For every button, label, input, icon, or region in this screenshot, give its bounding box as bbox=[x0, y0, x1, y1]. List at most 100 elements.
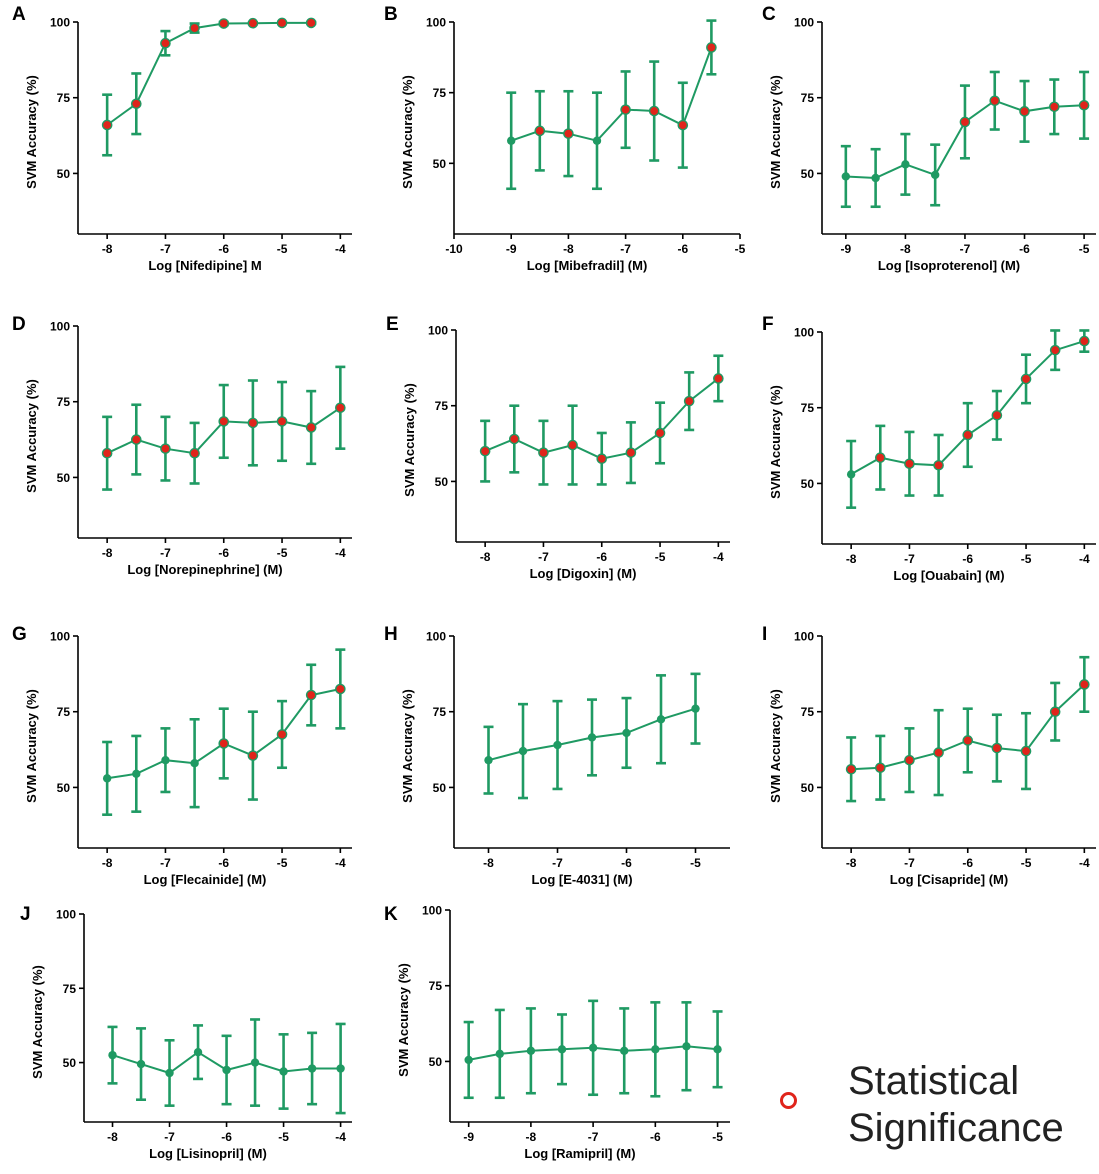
panel-h: H 50 75 100 -8 -7 -6 -5 Log [E-4031] (M) SVM Accu… bbox=[384, 624, 730, 887]
panel-letter: K bbox=[384, 904, 398, 925]
x-axis-label: Log [Ouabain] (M) bbox=[893, 568, 1004, 583]
x-tick-label: -5 bbox=[277, 242, 288, 256]
data-point-significant bbox=[247, 417, 259, 429]
data-point bbox=[622, 728, 631, 738]
x-tick-label: -4 bbox=[335, 856, 346, 870]
x-tick-label: -8 bbox=[480, 550, 491, 564]
data-point-significant bbox=[1020, 745, 1032, 757]
x-axis-label: Log [Digoxin] (M) bbox=[530, 566, 637, 581]
y-axis-label: SVM Accuracy (%) bbox=[24, 379, 39, 493]
y-tick-label: 100 bbox=[50, 320, 70, 334]
x-tick-label: -5 bbox=[278, 1130, 289, 1144]
y-tick-label: 100 bbox=[50, 16, 70, 30]
x-tick-label: -6 bbox=[221, 1130, 232, 1144]
x-tick-label: -7 bbox=[960, 242, 971, 256]
y-tick-label: 75 bbox=[435, 399, 449, 413]
panel-g: G 50 75 100 -8 -7 -6 -5 -4 Log [Flecainide] (M) SV… bbox=[12, 624, 352, 887]
data-point-significant bbox=[276, 17, 288, 29]
panel-letter: B bbox=[384, 4, 398, 25]
panel-f: F 50 75 100 -8 -7 -6 -5 -4 Log [Ouabain] (M) SVM A… bbox=[762, 314, 1096, 583]
data-point bbox=[930, 170, 940, 180]
y-tick-label: 75 bbox=[57, 91, 71, 105]
panel-letter: I bbox=[762, 624, 767, 645]
data-point bbox=[161, 755, 170, 765]
panel-i: I 50 75 100 -8 -7 -6 -5 -4 Log [Cisapride] (M) SVM… bbox=[762, 624, 1096, 887]
y-tick-label: 100 bbox=[50, 630, 70, 644]
data-point-significant bbox=[845, 763, 857, 775]
data-point-significant bbox=[479, 445, 491, 457]
x-tick-label: -4 bbox=[1079, 552, 1090, 566]
data-point-significant bbox=[160, 37, 171, 49]
x-tick-label: -5 bbox=[277, 856, 288, 870]
x-tick-label: -9 bbox=[463, 1130, 474, 1144]
data-point-significant bbox=[101, 447, 113, 459]
x-tick-label: -4 bbox=[335, 1130, 346, 1144]
data-point bbox=[222, 1065, 231, 1075]
x-tick-label: -8 bbox=[563, 242, 574, 256]
legend-label-line1: Statistical bbox=[848, 1059, 1020, 1103]
data-point-significant bbox=[567, 439, 578, 451]
data-point-significant bbox=[1079, 679, 1090, 690]
x-tick-label: -6 bbox=[650, 1130, 661, 1144]
x-tick-label: -7 bbox=[164, 1130, 175, 1144]
panel-letter: F bbox=[762, 314, 774, 335]
data-point-significant bbox=[625, 447, 637, 458]
data-point-significant bbox=[160, 443, 171, 454]
data-point bbox=[656, 715, 666, 724]
x-tick-label: -5 bbox=[1021, 552, 1032, 566]
x-axis-label: Log [E-4031] (M) bbox=[531, 872, 632, 887]
y-tick-label: 75 bbox=[433, 705, 447, 719]
x-axis-label: Log [Nifedipine] M bbox=[148, 258, 261, 273]
data-point-significant bbox=[1078, 99, 1090, 111]
x-tick-label: -5 bbox=[1079, 242, 1090, 256]
data-point-significant bbox=[1049, 101, 1060, 113]
x-tick-label: -7 bbox=[904, 856, 915, 870]
data-point-significant bbox=[596, 453, 608, 465]
data-point-significant bbox=[305, 17, 317, 29]
data-point-significant bbox=[654, 427, 666, 439]
x-tick-label: -8 bbox=[102, 856, 113, 870]
x-tick-label: -7 bbox=[552, 856, 563, 870]
x-tick-label: -7 bbox=[588, 1130, 599, 1144]
panel-letter: G bbox=[12, 624, 27, 645]
data-point bbox=[102, 774, 112, 783]
data-point-significant bbox=[247, 750, 259, 761]
data-point bbox=[557, 1045, 567, 1054]
data-point bbox=[279, 1067, 288, 1076]
panel-letter: H bbox=[384, 624, 398, 645]
data-point bbox=[713, 1045, 722, 1054]
x-tick-label: -4 bbox=[713, 550, 724, 564]
data-point bbox=[846, 470, 856, 479]
data-point-significant bbox=[620, 104, 631, 115]
x-tick-label: -4 bbox=[1079, 856, 1090, 870]
y-axis-label: SVM Accuracy (%) bbox=[24, 689, 39, 803]
data-point bbox=[108, 1050, 117, 1060]
y-axis-label: SVM Accuracy (%) bbox=[396, 963, 411, 1077]
y-tick-label: 75 bbox=[57, 705, 71, 719]
x-axis-label: Log [Isoproterenol] (M) bbox=[878, 258, 1020, 273]
x-axis-label: Log [Cisapride] (M) bbox=[890, 872, 1008, 887]
x-tick-label: -6 bbox=[218, 856, 229, 870]
data-point bbox=[250, 1058, 260, 1067]
data-point bbox=[464, 1055, 473, 1065]
x-tick-label: -7 bbox=[538, 550, 549, 564]
data-point-significant bbox=[276, 416, 288, 427]
data-point bbox=[901, 160, 910, 169]
y-tick-label: 100 bbox=[426, 16, 446, 30]
panel-a: A 50 75 100 -8 -7 -6 -5 -4 Log [Nifedipine] M SVM … bbox=[12, 4, 352, 273]
data-point bbox=[526, 1046, 536, 1056]
x-axis-label: Log [Mibefradil] (M) bbox=[527, 258, 648, 273]
x-tick-label: -6 bbox=[962, 552, 973, 566]
panel-k: K 50 75 100 -9 -8 -7 -6 -5 Log [Ramipril] (M) SVM … bbox=[384, 904, 730, 1161]
data-point-significant bbox=[189, 447, 200, 459]
data-point-significant bbox=[959, 116, 971, 128]
x-tick-label: -4 bbox=[335, 546, 346, 560]
x-tick-label: -8 bbox=[846, 856, 857, 870]
data-point bbox=[841, 172, 851, 181]
x-tick-label: -6 bbox=[596, 550, 607, 564]
y-tick-label: 50 bbox=[57, 781, 71, 795]
y-tick-label: 75 bbox=[63, 982, 77, 996]
data-point bbox=[651, 1045, 660, 1054]
x-axis-label: Log [Lisinopril] (M) bbox=[149, 1146, 267, 1161]
